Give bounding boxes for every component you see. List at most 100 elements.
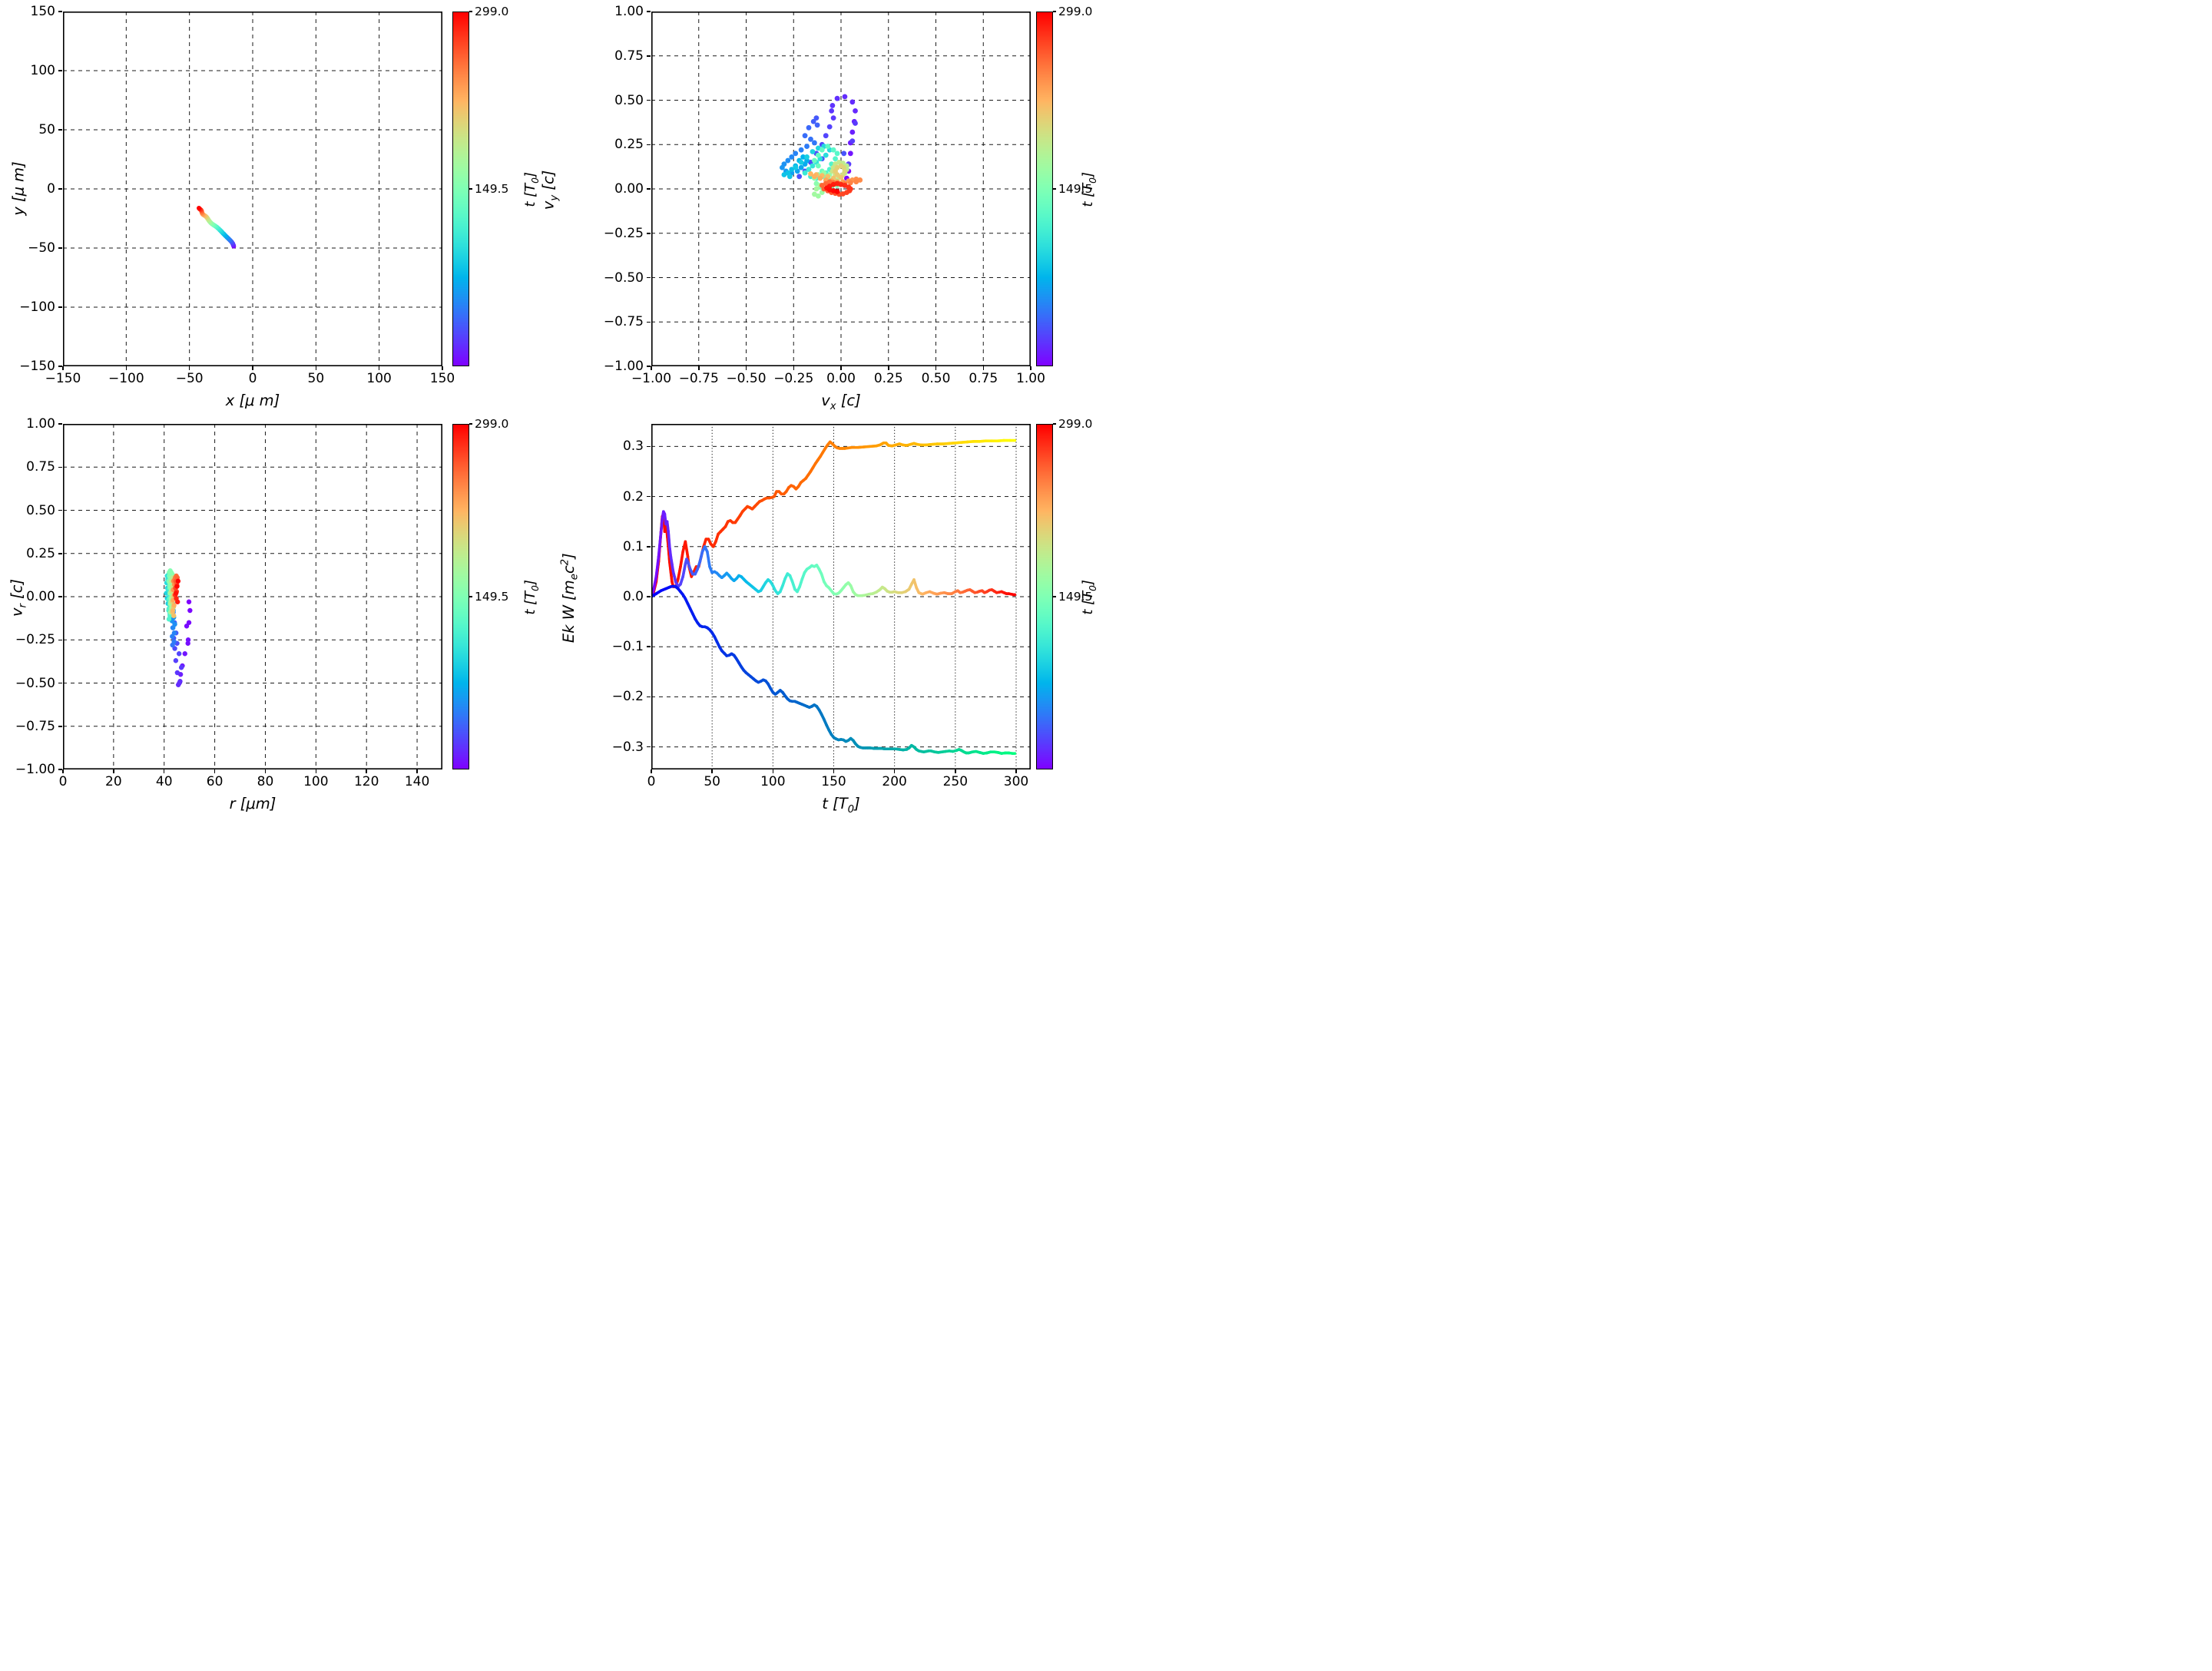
rvr-xtick-label: 0 xyxy=(58,774,68,789)
xy-xtick-label: −150 xyxy=(45,371,81,386)
rvr-colorbar-tick-label: 149.5 xyxy=(475,590,509,604)
vxvy-ytick-label: −0.50 xyxy=(603,270,644,286)
rvr-xtick-mark xyxy=(315,769,317,773)
ekw-xtick-mark xyxy=(772,769,774,773)
vxvy-colorbar xyxy=(1036,12,1053,366)
vxvy-colorbar-tick xyxy=(1053,11,1056,12)
rvr-ytick-mark xyxy=(58,466,62,468)
ekw-ytick-label: −0.3 xyxy=(611,739,644,755)
vxvy-ytick-label: 0.75 xyxy=(614,48,644,64)
ekw-xaxis-label: t [T0] xyxy=(822,795,860,816)
figure-canvas: −150 −100 −50 0 50 100 150 150 100 50 0 −50 −100 −150… xyxy=(0,0,1106,836)
panel-xy xyxy=(63,12,442,366)
vxvy-xtick-label: 1.00 xyxy=(1016,371,1045,386)
xy-colorbar-tick xyxy=(469,188,472,190)
xy-ytick-label: −50 xyxy=(28,240,55,256)
panel-rvr xyxy=(63,424,442,769)
ekw-ytick-mark xyxy=(647,696,651,698)
xy-ytick-label: 100 xyxy=(30,63,55,78)
ekw-ytick-label: 0.2 xyxy=(622,488,644,505)
rvr-colorbar-tick-label: 299.0 xyxy=(475,417,509,431)
xy-ytick-label: 50 xyxy=(38,122,55,137)
ekw-xtick-mark xyxy=(651,769,652,773)
ekw-xtick-mark xyxy=(1015,769,1017,773)
xy-ytick-mark xyxy=(58,366,62,367)
ekw-xtick-label: 300 xyxy=(1003,774,1029,789)
ekw-colorbar-tick-label: 149.5 xyxy=(1058,590,1093,604)
ekw-colorbar-gradient xyxy=(1037,425,1052,769)
rvr-xtick-label: 100 xyxy=(303,774,329,789)
vxvy-colorbar-title: t [T0] xyxy=(1080,171,1098,207)
rvr-colorbar xyxy=(452,424,469,769)
rvr-ytick-label: 0.00 xyxy=(26,589,55,604)
xy-colorbar-tick-label: 299.0 xyxy=(475,5,509,18)
xy-colorbar-tick xyxy=(469,11,472,12)
rvr-ytick-label: 0.75 xyxy=(26,459,55,475)
ekw-ytick-mark xyxy=(647,596,651,597)
ekw-ytick-mark xyxy=(647,495,651,498)
rvr-xtick-label: 80 xyxy=(257,774,274,789)
ekw-xtick-label: 150 xyxy=(821,774,846,789)
ekw-xtick-label: 200 xyxy=(882,774,907,789)
rvr-xtick-label: 120 xyxy=(353,774,379,789)
rvr-ytick-label: 0.25 xyxy=(26,545,55,561)
vxvy-ytick-label: 0.00 xyxy=(614,181,644,197)
vxvy-xtick-mark xyxy=(982,366,984,370)
vxvy-xtick-label: 0.25 xyxy=(873,371,903,386)
rvr-ytick-label: −0.75 xyxy=(15,718,55,734)
ekw-ytick-label: −0.1 xyxy=(611,639,644,655)
vxvy-xtick-mark xyxy=(840,366,842,370)
rvr-ytick-label: 1.00 xyxy=(26,416,55,432)
ekw-plot-canvas xyxy=(651,424,1031,769)
xy-colorbar xyxy=(452,12,469,366)
rvr-ytick-mark xyxy=(58,596,62,597)
ekw-xtick-mark xyxy=(955,769,956,773)
ekw-ytick-mark xyxy=(647,746,651,748)
rvr-ytick-mark xyxy=(58,726,62,727)
xy-xtick-label: −100 xyxy=(108,371,144,386)
vxvy-ytick-label: −0.25 xyxy=(603,225,644,241)
xy-xtick-mark xyxy=(125,366,127,370)
rvr-ytick-mark xyxy=(58,423,62,425)
xy-xtick-mark xyxy=(378,366,380,370)
xy-xaxis-label: x [μ m] xyxy=(225,392,280,409)
ekw-colorbar-tick-label: 299.0 xyxy=(1058,417,1093,431)
rvr-xtick-label: 20 xyxy=(105,774,122,789)
vxvy-ytick-label: −0.75 xyxy=(603,314,644,330)
panel-vxvy xyxy=(651,12,1031,366)
vxvy-xtick-label: 0.50 xyxy=(921,371,951,386)
vxvy-ytick-label: 1.00 xyxy=(614,4,644,19)
vxvy-xtick-label: −1.00 xyxy=(631,371,672,386)
xy-ytick-label: 150 xyxy=(30,4,55,19)
vxvy-ytick-label: 0.50 xyxy=(614,92,644,108)
ekw-colorbar-title: t [T0] xyxy=(1080,579,1098,615)
xy-ytick-label: −100 xyxy=(19,299,55,315)
rvr-ytick-mark xyxy=(58,682,62,684)
xy-xtick-label: 50 xyxy=(307,371,325,386)
vxvy-ytick-mark xyxy=(647,276,651,279)
xy-colorbar-title: t [T0] xyxy=(522,171,541,207)
rvr-ytick-mark xyxy=(58,509,62,511)
xy-xtick-mark xyxy=(62,366,64,370)
vxvy-colorbar-tick xyxy=(1053,188,1056,190)
ekw-colorbar-tick xyxy=(1053,596,1056,597)
vxvy-xtick-label: −0.75 xyxy=(678,371,719,386)
ekw-ytick-label: 0.0 xyxy=(622,589,644,604)
vxvy-ytick-label: 0.25 xyxy=(614,137,644,153)
vxvy-ytick-mark xyxy=(647,11,651,12)
xy-xtick-label: 100 xyxy=(366,371,392,386)
rvr-xtick-label: 140 xyxy=(404,774,430,789)
xy-ytick-label: −150 xyxy=(19,359,55,374)
ekw-xtick-label: 0 xyxy=(647,774,656,789)
vxvy-plot-canvas xyxy=(651,12,1031,366)
vxvy-ytick-mark xyxy=(647,188,651,190)
ekw-ytick-label: −0.2 xyxy=(611,689,644,705)
ekw-ytick-label: 0.3 xyxy=(622,438,644,455)
ekw-ytick-mark xyxy=(647,445,651,448)
vxvy-xtick-mark xyxy=(935,366,937,370)
rvr-colorbar-gradient xyxy=(453,425,469,769)
rvr-colorbar-title: t [T0] xyxy=(522,579,541,615)
xy-xtick-mark xyxy=(252,366,253,370)
xy-xtick-label: 0 xyxy=(248,371,257,386)
vxvy-xtick-mark xyxy=(651,366,652,370)
